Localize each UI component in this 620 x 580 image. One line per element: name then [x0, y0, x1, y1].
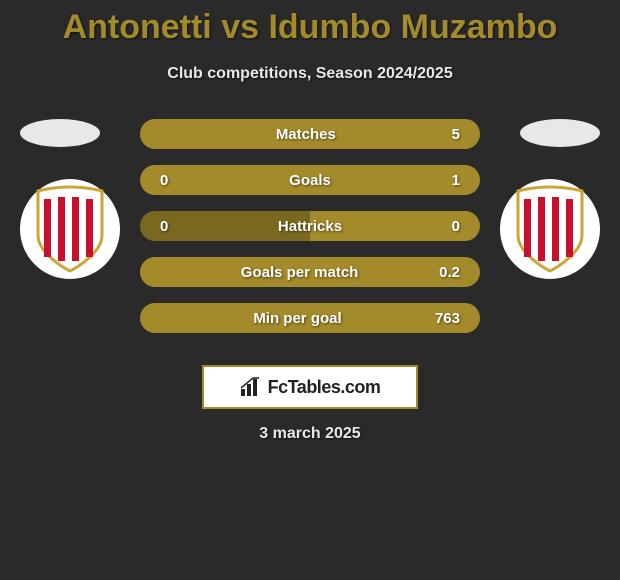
- stat-value-right: 5: [452, 126, 460, 143]
- stat-row: 0Hattricks0: [140, 211, 480, 241]
- stat-value-right: 0.2: [439, 264, 460, 281]
- stat-value-right: 763: [435, 310, 460, 327]
- stats-list: Matches50Goals10Hattricks0Goals per matc…: [140, 119, 480, 349]
- player-oval-left: [20, 119, 100, 147]
- stat-label: Min per goal: [160, 310, 435, 327]
- stat-row: Matches5: [140, 119, 480, 149]
- stat-value-left: 0: [160, 218, 168, 235]
- brand-logo: FcTables.com: [202, 365, 418, 409]
- brand-logo-text: FcTables.com: [268, 377, 381, 398]
- stat-label: Goals per match: [160, 264, 439, 281]
- stat-label: Hattricks: [168, 218, 451, 235]
- date-label: 3 march 2025: [0, 425, 620, 443]
- bar-chart-icon: [240, 377, 262, 397]
- stat-row: 0Goals1: [140, 165, 480, 195]
- stat-value-left: 0: [160, 172, 168, 189]
- stat-row: Min per goal763: [140, 303, 480, 333]
- club-crest-left: [20, 179, 120, 279]
- shield-icon: [32, 185, 108, 273]
- subtitle: Club competitions, Season 2024/2025: [0, 65, 620, 83]
- stat-value-right: 0: [452, 218, 460, 235]
- stat-label: Matches: [160, 126, 452, 143]
- stat-label: Goals: [168, 172, 451, 189]
- stat-row: Goals per match0.2: [140, 257, 480, 287]
- stat-value-right: 1: [452, 172, 460, 189]
- player-oval-right: [520, 119, 600, 147]
- club-crest-right: [500, 179, 600, 279]
- shield-icon: [512, 185, 588, 273]
- page-title: Antonetti vs Idumbo Muzambo: [0, 0, 620, 47]
